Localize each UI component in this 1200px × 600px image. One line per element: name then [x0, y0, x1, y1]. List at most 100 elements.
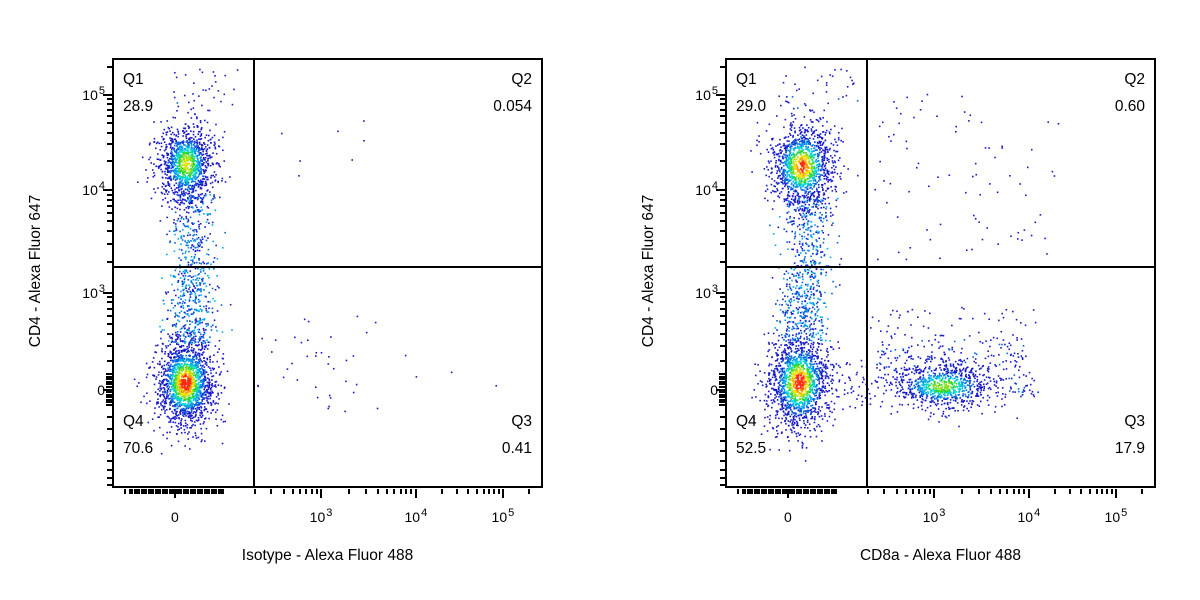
quadrant-name: Q3 — [1124, 413, 1145, 430]
y-tick-mark — [107, 115, 112, 118]
y-tick-mark — [720, 204, 725, 207]
x-tick-mark — [765, 489, 768, 494]
quadrant-percent: 29.0 — [736, 98, 767, 115]
y-tick-label: 105 — [695, 84, 718, 103]
y-tick-exponent: 4 — [98, 180, 105, 192]
x-tick-label: 105 — [1104, 507, 1128, 525]
x-tick-mark — [770, 489, 773, 494]
plot-frame: Q1 28.9 Q2 0.054 Q3 0.41 Q4 70.6 — [112, 58, 543, 488]
x-tick-mark — [749, 489, 752, 494]
x-tick-mark — [811, 489, 814, 494]
x-tick-mark — [182, 489, 185, 494]
y-tick-mark — [107, 332, 112, 335]
y-tick-mark — [103, 189, 112, 191]
y-tick-mark — [719, 401, 725, 404]
quadrant-percent: 52.5 — [736, 440, 767, 457]
x-tick-mark — [154, 489, 157, 494]
y-tick-mark — [720, 322, 725, 325]
y-tick-mark — [719, 404, 725, 406]
x-tick-mark — [123, 489, 126, 494]
y-tick-mark — [720, 314, 725, 317]
y-axis-title: CD4 - Alexa Fluor 647 — [640, 194, 657, 348]
x-tick-mark — [883, 489, 886, 494]
x-tick-mark — [1027, 489, 1030, 498]
y-tick-mark — [103, 93, 112, 96]
quadrant-percent: 17.9 — [1114, 440, 1145, 457]
y-tick-mark — [720, 296, 725, 299]
x-tick-mark — [788, 489, 791, 494]
y-tick-mark — [107, 322, 112, 325]
y-tick-mark — [107, 296, 112, 299]
x-tick-mark — [405, 489, 408, 494]
y-tick-mark — [106, 385, 112, 388]
y-tick-label: 0 — [710, 381, 718, 398]
x-tick-mark — [918, 489, 921, 494]
x-tick-mark — [291, 489, 294, 494]
x-tick-mark — [895, 489, 898, 494]
scatter-canvas — [727, 60, 1154, 486]
y-tick-label: 104 — [82, 180, 105, 198]
x-tick-mark — [1006, 489, 1009, 494]
y-tick-mark — [720, 122, 725, 125]
x-tick-mark — [758, 489, 761, 494]
x-tick-mark — [781, 489, 784, 494]
x-tick-mark — [763, 489, 766, 494]
quadrant-label-q4: Q4 70.6 — [123, 408, 153, 462]
x-tick-mark — [475, 489, 478, 494]
y-tick-label: 103 — [82, 282, 105, 301]
y-tick-mark — [106, 383, 112, 386]
x-tick-mark — [150, 489, 153, 494]
y-tick-mark — [107, 439, 112, 442]
y-tick-mark — [103, 291, 112, 294]
x-tick-mark — [170, 489, 173, 494]
y-tick-mark — [720, 468, 725, 471]
x-tick-mark — [797, 489, 800, 494]
quadrant-name: Q4 — [736, 413, 757, 430]
y-tick-mark — [107, 122, 112, 125]
x-tick-mark — [152, 489, 155, 494]
y-tick-mark — [720, 65, 725, 68]
y-tick-mark — [716, 93, 725, 96]
x-tick-mark — [830, 489, 833, 494]
plot-cd8a: CD4 - Alexa Fluor 647 Q1 29.0 Q2 0.60 Q3… — [640, 58, 1156, 564]
x-tick-mark — [147, 489, 150, 494]
x-tick-mark — [793, 489, 796, 494]
y-tick-mark — [719, 385, 725, 388]
x-tick-mark — [140, 489, 143, 494]
x-tick-label: 105 — [491, 507, 515, 525]
x-tick-mark — [219, 489, 222, 494]
x-tick-exponent: 5 — [508, 507, 515, 519]
x-tick-mark — [159, 489, 162, 494]
plot-isotype-control: CD4 - Alexa Fluor 647 Q1 28.9 Q2 0.054 Q… — [27, 58, 543, 564]
y-tick-mark — [107, 229, 112, 232]
x-tick-exponent: 4 — [421, 507, 428, 519]
y-tick-mark — [720, 211, 725, 214]
y-tick-mark — [106, 388, 112, 391]
x-tick-mark — [164, 489, 166, 494]
y-tick-mark — [720, 193, 725, 196]
x-tick-mark — [393, 489, 396, 494]
x-tick-mark — [191, 489, 194, 494]
y-tick-mark — [720, 198, 725, 201]
x-tick-mark — [376, 489, 379, 494]
x-tick-mark — [814, 489, 817, 494]
quadrant-divider-vertical — [865, 60, 868, 486]
x-tick-mark — [310, 489, 313, 494]
scatter-canvas — [114, 60, 541, 486]
x-tick-exponent: 5 — [1121, 507, 1128, 519]
x-tick-mark — [1069, 489, 1072, 494]
x-tick-mark — [911, 489, 914, 494]
x-tick-mark — [923, 489, 926, 494]
y-tick-mark — [107, 98, 112, 101]
y-tick-mark — [720, 439, 725, 442]
x-tick-mark — [348, 489, 351, 494]
x-tick-mark — [928, 489, 931, 494]
y-tick-mark — [720, 98, 725, 101]
quadrant-divider-vertical — [252, 60, 255, 486]
y-tick-mark — [719, 380, 725, 383]
x-tick-mark — [823, 489, 826, 494]
quadrant-label-q1: Q1 29.0 — [736, 66, 766, 120]
x-tick-mark — [441, 489, 444, 494]
y-tick-mark — [720, 103, 725, 105]
x-tick-label: 103 — [922, 507, 946, 525]
